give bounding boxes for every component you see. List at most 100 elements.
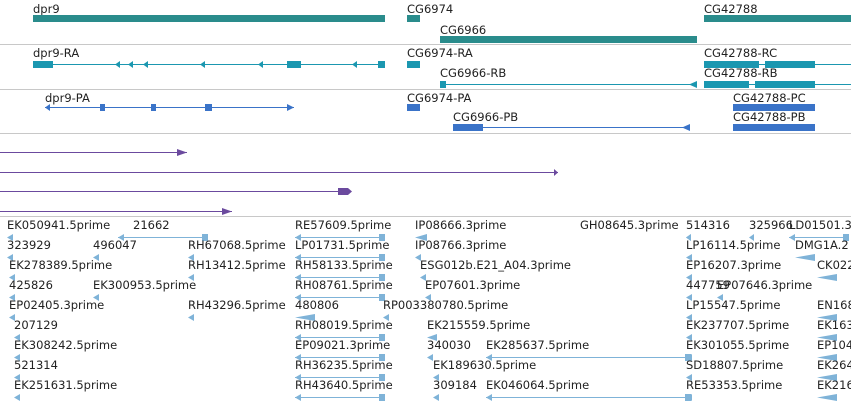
- gene-bar-dpr9[interactable]: [33, 15, 385, 22]
- est-feature: [7, 234, 13, 241]
- track-divider: [0, 44, 851, 45]
- est-label: RH08019.5prime: [295, 318, 393, 332]
- est-feature: [817, 374, 837, 381]
- est-label: EP02405.3prime: [9, 298, 105, 312]
- est-feature: [9, 314, 15, 321]
- est-feature: [817, 354, 837, 361]
- est-label: RH36235.5prime: [295, 358, 393, 372]
- est-label: EK251631.5prime: [14, 378, 118, 392]
- est-feature: [686, 374, 692, 381]
- est-feature: [433, 374, 439, 381]
- alignment-glyphs[interactable]: [0, 134, 851, 216]
- est-feature: [817, 274, 837, 281]
- est-feature: [425, 294, 431, 301]
- est-feature: [295, 334, 385, 341]
- est-label: EP09021.3prime: [295, 338, 391, 352]
- est-feature: [295, 374, 385, 381]
- est-feature: [427, 334, 437, 341]
- est-feature: [427, 354, 433, 361]
- est-label: 21662: [133, 218, 170, 232]
- gene-label-cg6966: CG6966: [440, 23, 487, 37]
- est-label: EK046064.5prime: [486, 378, 590, 392]
- est-label: RE57609.5prime: [295, 218, 392, 232]
- est-label: 480806: [295, 298, 339, 312]
- est-feature: [686, 294, 692, 301]
- est-label: 309184: [433, 378, 477, 392]
- est-feature: [686, 234, 691, 241]
- est-feature: [295, 294, 385, 301]
- gene-track: dpr9 CG6974 CG6966 CG42788: [0, 0, 851, 44]
- est-feature: [188, 314, 194, 321]
- est-label: EK215559.5prime: [427, 318, 531, 332]
- est-feature: [686, 254, 692, 261]
- track-divider: [0, 89, 851, 90]
- est-feature: [295, 254, 385, 261]
- transcript-label-cg42788-rb: CG42788-RB: [704, 66, 778, 80]
- gene-label-cg6974: CG6974: [407, 2, 454, 16]
- est-feature: [14, 394, 20, 401]
- est-feature: [795, 254, 815, 261]
- est-feature: [486, 394, 691, 401]
- transcript-label-dpr9-ra: dpr9-RA: [33, 46, 80, 60]
- transcript-label-cg6974-ra: CG6974-RA: [407, 46, 473, 60]
- est-feature: [686, 274, 692, 281]
- est-label: RH43640.5prime: [295, 378, 393, 392]
- protein-label-cg42788-pc: CG42788-PC: [733, 91, 806, 105]
- est-label: RH67068.5prime: [188, 238, 286, 252]
- est-feature: [14, 354, 20, 361]
- est-label: RP003380780.5prime: [383, 298, 509, 312]
- est-label: EK278389.5prime: [9, 258, 113, 272]
- est-label: EK237707.5prime: [686, 318, 790, 332]
- gene-bar-cg6966[interactable]: [440, 36, 697, 43]
- est-feature: [93, 254, 99, 261]
- track-divider: [0, 216, 851, 217]
- est-glyphs[interactable]: [0, 217, 851, 401]
- est-label: LP15547.5prime: [686, 298, 781, 312]
- est-track: EK050941.5prime 21662 RE57609.5prime IP0866…: [0, 217, 851, 401]
- est-feature: [415, 254, 421, 261]
- est-label: EP104: [817, 338, 851, 352]
- alignment-track: [0, 134, 851, 216]
- est-label: 425826: [9, 278, 53, 292]
- transcript-ra-glyphs[interactable]: [0, 45, 851, 89]
- est-label: DMG1A.2: [795, 238, 849, 252]
- est-label: EP07646.3prime: [717, 278, 813, 292]
- gene-label-dpr9: dpr9: [33, 2, 60, 16]
- est-label: RH43296.5prime: [188, 298, 286, 312]
- est-feature: [420, 274, 426, 281]
- est-feature: [817, 394, 837, 401]
- gene-bar-cg6974[interactable]: [407, 15, 420, 22]
- est-label: EP16207.3prime: [686, 258, 782, 272]
- est-label: EK050941.5prime: [7, 218, 111, 232]
- est-feature: [295, 274, 385, 281]
- est-label: LP16114.5prime: [686, 238, 781, 252]
- est-label: 340030: [427, 338, 471, 352]
- est-label: 521314: [14, 358, 58, 372]
- est-label: SD18807.5prime: [686, 358, 784, 372]
- est-label: RH13412.5prime: [188, 258, 286, 272]
- est-label: RE53353.5prime: [686, 378, 783, 392]
- est-feature: [93, 294, 99, 301]
- gene-bar-cg42788[interactable]: [704, 15, 851, 22]
- est-feature: [717, 294, 723, 301]
- est-label: EK163: [817, 318, 851, 332]
- est-label: CK022: [817, 258, 851, 272]
- est-label: LP01731.5prime: [295, 238, 390, 252]
- est-label: EK301055.5prime: [686, 338, 790, 352]
- est-label: EN168: [817, 298, 851, 312]
- est-label: 325966: [749, 218, 793, 232]
- protein-glyphs[interactable]: [0, 90, 851, 133]
- est-label: EP07601.3prime: [425, 278, 521, 292]
- est-feature: [9, 294, 15, 301]
- protein-label-cg42788-pb: CG42788-PB: [733, 110, 806, 124]
- est-feature: [295, 354, 385, 361]
- est-label: EK216: [817, 378, 851, 392]
- est-label: 207129: [14, 318, 58, 332]
- est-feature: [686, 394, 692, 401]
- est-label: EK285637.5prime: [486, 338, 590, 352]
- transcript-label-cg42788-rc: CG42788-RC: [704, 46, 778, 60]
- est-feature: [7, 254, 13, 261]
- est-feature: [686, 354, 692, 361]
- est-label: 447759: [686, 278, 730, 292]
- est-label: EK189630.5prime: [433, 358, 537, 372]
